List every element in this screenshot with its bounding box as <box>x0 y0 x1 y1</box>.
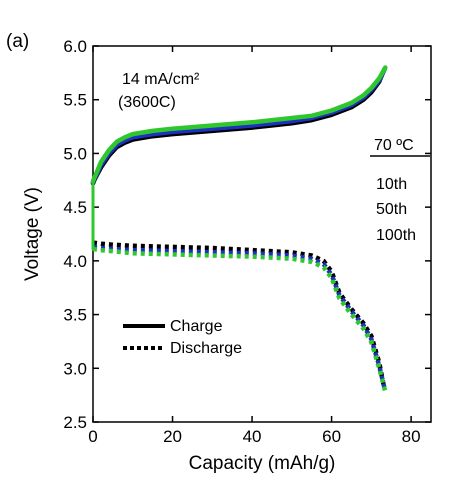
y-tick-label: 3.5 <box>63 306 87 325</box>
y-axis: 2.5 3.0 3.5 4.0 4.5 5.0 5.5 6.0 <box>63 37 431 432</box>
y-tick-label: 6.0 <box>63 37 87 56</box>
y-tick-label: 5.5 <box>63 91 87 110</box>
x-tick-label: 80 <box>402 427 421 446</box>
y-tick-label: 3.0 <box>63 359 87 378</box>
series-charge-100th <box>90 65 388 184</box>
series-layer <box>90 65 388 393</box>
legend-item-100th: 100th <box>376 227 416 244</box>
legend-item-50th: 50th <box>376 201 407 218</box>
plot-area: 2.5 3.0 3.5 4.0 4.5 5.0 5.5 6.0 0 20 40 60 80 <box>63 37 432 446</box>
y-axis-title: Voltage (V) <box>22 187 43 281</box>
y-tick-label: 4.5 <box>63 198 87 217</box>
rate-annotation: 14 mA/cm² <box>122 71 200 88</box>
x-axis-title: Capacity (mAh/g) <box>189 453 336 474</box>
x-axis: 0 20 40 60 80 <box>88 46 421 446</box>
series-discharge-50th <box>92 244 388 391</box>
x-tick-label: 60 <box>322 427 341 446</box>
y-tick-label: 5.0 <box>63 144 87 163</box>
legend-title: 70 ºC <box>374 137 414 154</box>
x-tick-label: 20 <box>163 427 182 446</box>
panel-label: (a) <box>6 31 29 52</box>
x-tick-label: 40 <box>243 427 262 446</box>
legend-discharge-label: Discharge <box>170 340 242 357</box>
c-rate-annotation: (3600C) <box>118 94 176 111</box>
legend-charge-label: Charge <box>170 318 223 335</box>
series-discharge-100th <box>92 246 388 393</box>
y-tick-label: 4.0 <box>63 252 87 271</box>
y-tick-label: 2.5 <box>63 413 87 432</box>
x-tick-label: 0 <box>88 427 97 446</box>
legend-item-10th: 10th <box>376 176 407 193</box>
series-discharge-10th <box>92 240 387 389</box>
